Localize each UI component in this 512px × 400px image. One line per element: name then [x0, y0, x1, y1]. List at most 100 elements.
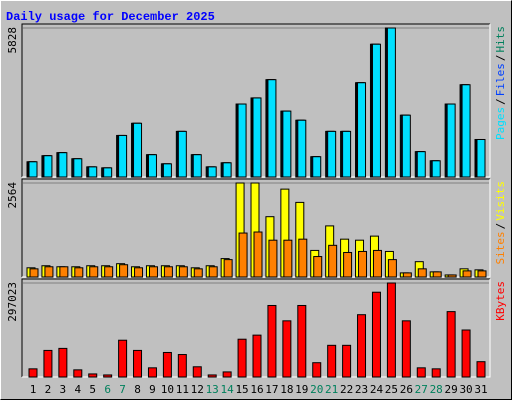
bar	[312, 362, 322, 378]
x-tick-label: 16	[250, 383, 263, 396]
bar	[342, 344, 352, 378]
bar	[162, 163, 172, 178]
x-tick-label: 26	[400, 383, 413, 396]
bar	[43, 349, 53, 378]
legend-entry: Visits	[494, 181, 507, 221]
bar	[372, 249, 382, 278]
bar	[416, 367, 426, 378]
bar	[44, 266, 54, 278]
x-tick-label: 15	[235, 383, 248, 396]
bar	[297, 119, 307, 178]
bar	[237, 103, 247, 178]
x-tick-label: 31	[474, 383, 487, 396]
x-tick-label: 5	[89, 383, 96, 396]
x-tick-label: 2	[45, 383, 52, 396]
bar	[283, 239, 293, 278]
bar	[252, 97, 262, 178]
bar	[446, 311, 456, 378]
bar	[298, 238, 308, 278]
bar	[103, 374, 113, 378]
bar	[192, 154, 202, 178]
y-tick-label: 5828	[6, 27, 19, 54]
x-tick-label: 20	[310, 383, 323, 396]
bar	[343, 251, 353, 278]
x-tick-label: 1	[30, 383, 37, 396]
bar	[312, 156, 322, 178]
bar	[237, 338, 247, 378]
bar	[58, 347, 68, 378]
bar	[446, 103, 456, 178]
bar	[267, 304, 277, 378]
x-tick-label: 18	[280, 383, 293, 396]
bar	[163, 266, 173, 278]
bar	[371, 43, 381, 178]
plot-frame	[21, 278, 490, 377]
bar	[28, 368, 38, 378]
bar	[386, 27, 396, 178]
x-tick-label: 25	[385, 383, 398, 396]
bar	[192, 366, 202, 378]
bar	[118, 134, 128, 178]
x-tick-label: 24	[370, 383, 384, 396]
bar	[416, 151, 426, 178]
bar	[208, 266, 218, 278]
bar	[148, 266, 158, 278]
bar	[268, 239, 278, 278]
bar	[327, 344, 337, 378]
bar	[252, 334, 262, 378]
bar	[447, 274, 457, 278]
bar	[462, 270, 472, 278]
bar	[133, 349, 143, 378]
bar	[253, 231, 263, 278]
bar	[223, 259, 233, 278]
legend-entry: Pages	[494, 107, 507, 140]
x-tick-label: 30	[459, 383, 472, 396]
x-tick-label: 19	[295, 383, 308, 396]
x-tick-label: 11	[176, 383, 189, 396]
chart-title: Daily usage for December 2025	[6, 10, 215, 24]
bar	[147, 154, 157, 178]
bar	[193, 268, 203, 278]
legend-entry: Hits	[494, 26, 507, 53]
bar	[134, 267, 144, 278]
legend: Sites/ Visits	[494, 181, 507, 265]
bar	[327, 130, 337, 178]
bar	[29, 268, 39, 278]
bar	[267, 79, 277, 178]
plot-frame	[21, 178, 490, 277]
x-tick-label: 3	[60, 383, 67, 396]
x-tick-label: 13	[206, 383, 219, 396]
bar	[177, 354, 187, 378]
bar	[282, 110, 292, 178]
x-tick-label: 17	[265, 383, 278, 396]
bar	[103, 167, 113, 178]
bar	[58, 152, 68, 178]
bar	[477, 270, 487, 278]
legend-entry: Files	[494, 63, 507, 96]
bar	[74, 267, 84, 278]
x-tick-label: 28	[430, 383, 443, 396]
x-tick-label: 23	[355, 383, 368, 396]
bar	[207, 166, 217, 178]
bar	[358, 250, 368, 278]
legend: KBytes	[494, 281, 507, 321]
bar	[222, 371, 232, 378]
bar	[313, 256, 323, 278]
bar	[89, 266, 99, 278]
bar	[401, 320, 411, 378]
bar	[431, 160, 441, 178]
legend-separator: /	[494, 98, 507, 105]
bar	[104, 266, 114, 278]
legend-separator: /	[494, 55, 507, 62]
bar	[357, 314, 367, 378]
bar	[133, 122, 143, 178]
x-tick-label: 9	[149, 383, 156, 396]
bar	[476, 138, 486, 178]
bar	[432, 271, 442, 278]
bar	[147, 367, 157, 378]
x-tick-label: 27	[415, 383, 428, 396]
bar	[207, 374, 217, 378]
bar	[297, 304, 307, 378]
x-tick-label: 8	[134, 383, 141, 396]
